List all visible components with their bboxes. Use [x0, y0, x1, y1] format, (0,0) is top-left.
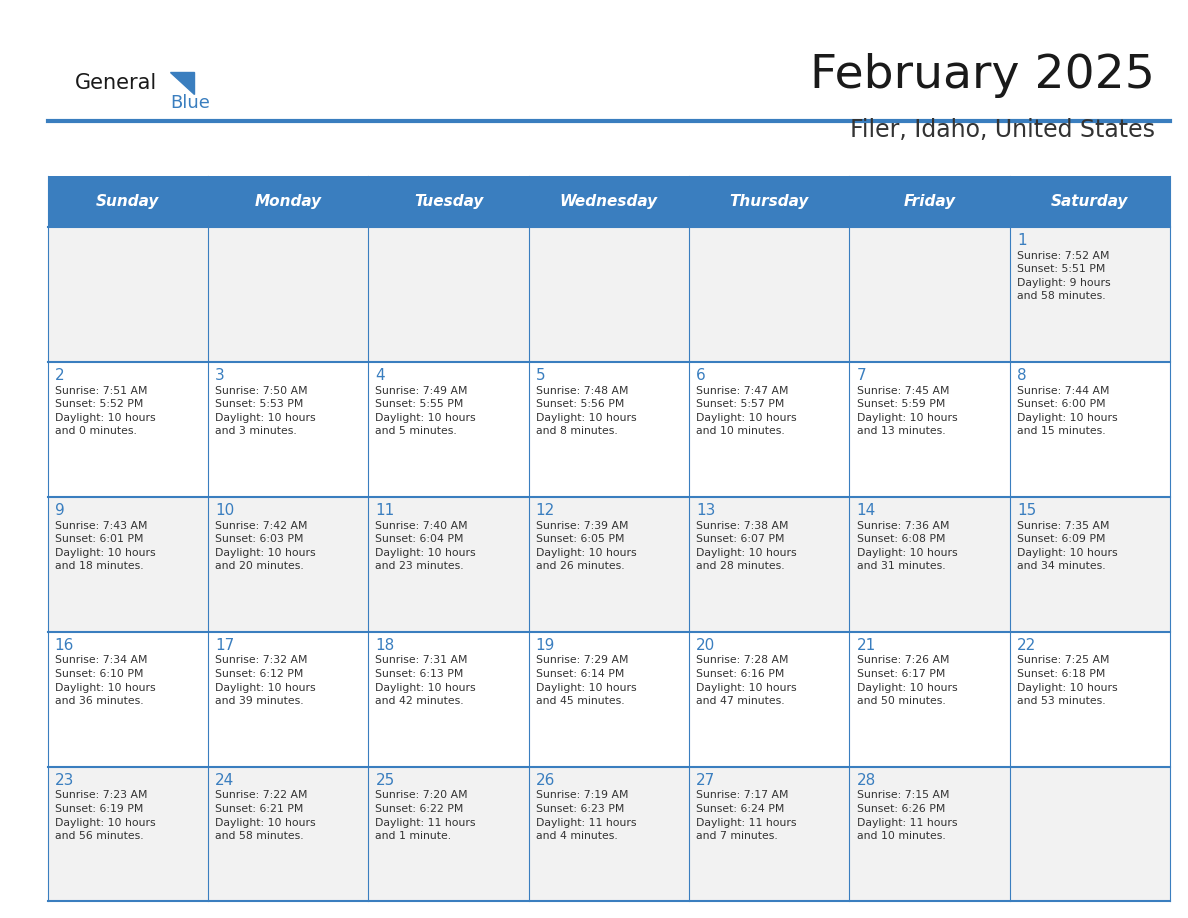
Text: 4: 4	[375, 368, 385, 383]
Text: Blue: Blue	[170, 94, 210, 112]
Text: 16: 16	[55, 638, 74, 653]
Text: 26: 26	[536, 773, 555, 788]
Text: Sunrise: 7:43 AM
Sunset: 6:01 PM
Daylight: 10 hours
and 18 minutes.: Sunrise: 7:43 AM Sunset: 6:01 PM Dayligh…	[55, 521, 156, 571]
Text: Sunrise: 7:45 AM
Sunset: 5:59 PM
Daylight: 10 hours
and 13 minutes.: Sunrise: 7:45 AM Sunset: 5:59 PM Dayligh…	[857, 386, 958, 436]
Text: 28: 28	[857, 773, 876, 788]
Text: 18: 18	[375, 638, 394, 653]
Text: 13: 13	[696, 503, 715, 518]
Text: 27: 27	[696, 773, 715, 788]
Text: Wednesday: Wednesday	[560, 194, 658, 209]
Text: 1: 1	[1017, 233, 1026, 248]
Bar	[48, 227, 1170, 362]
Text: Thursday: Thursday	[729, 194, 809, 209]
Text: Sunrise: 7:22 AM
Sunset: 6:21 PM
Daylight: 10 hours
and 58 minutes.: Sunrise: 7:22 AM Sunset: 6:21 PM Dayligh…	[215, 790, 316, 841]
Text: Tuesday: Tuesday	[413, 194, 484, 209]
Text: February 2025: February 2025	[810, 52, 1155, 98]
Text: Sunday: Sunday	[96, 194, 159, 209]
Text: 6: 6	[696, 368, 706, 383]
Text: 8: 8	[1017, 368, 1026, 383]
Text: Sunrise: 7:25 AM
Sunset: 6:18 PM
Daylight: 10 hours
and 53 minutes.: Sunrise: 7:25 AM Sunset: 6:18 PM Dayligh…	[1017, 655, 1118, 706]
Text: 25: 25	[375, 773, 394, 788]
Text: Sunrise: 7:29 AM
Sunset: 6:14 PM
Daylight: 10 hours
and 45 minutes.: Sunrise: 7:29 AM Sunset: 6:14 PM Dayligh…	[536, 655, 637, 706]
Text: General: General	[75, 73, 157, 93]
Bar	[368, 176, 529, 227]
Text: Sunrise: 7:32 AM
Sunset: 6:12 PM
Daylight: 10 hours
and 39 minutes.: Sunrise: 7:32 AM Sunset: 6:12 PM Dayligh…	[215, 655, 316, 706]
Bar	[529, 176, 689, 227]
Bar	[48, 632, 1170, 767]
Text: Sunrise: 7:19 AM
Sunset: 6:23 PM
Daylight: 11 hours
and 4 minutes.: Sunrise: 7:19 AM Sunset: 6:23 PM Dayligh…	[536, 790, 637, 841]
Text: Sunrise: 7:44 AM
Sunset: 6:00 PM
Daylight: 10 hours
and 15 minutes.: Sunrise: 7:44 AM Sunset: 6:00 PM Dayligh…	[1017, 386, 1118, 436]
Text: 22: 22	[1017, 638, 1036, 653]
Text: Sunrise: 7:40 AM
Sunset: 6:04 PM
Daylight: 10 hours
and 23 minutes.: Sunrise: 7:40 AM Sunset: 6:04 PM Dayligh…	[375, 521, 476, 571]
Text: 9: 9	[55, 503, 64, 518]
Text: Sunrise: 7:36 AM
Sunset: 6:08 PM
Daylight: 10 hours
and 31 minutes.: Sunrise: 7:36 AM Sunset: 6:08 PM Dayligh…	[857, 521, 958, 571]
Text: Sunrise: 7:17 AM
Sunset: 6:24 PM
Daylight: 11 hours
and 7 minutes.: Sunrise: 7:17 AM Sunset: 6:24 PM Dayligh…	[696, 790, 797, 841]
Text: 12: 12	[536, 503, 555, 518]
Text: Saturday: Saturday	[1051, 194, 1129, 209]
Text: 2: 2	[55, 368, 64, 383]
Text: 23: 23	[55, 773, 74, 788]
Bar	[1010, 176, 1170, 227]
Text: Friday: Friday	[904, 194, 955, 209]
Text: Sunrise: 7:48 AM
Sunset: 5:56 PM
Daylight: 10 hours
and 8 minutes.: Sunrise: 7:48 AM Sunset: 5:56 PM Dayligh…	[536, 386, 637, 436]
Bar	[689, 176, 849, 227]
Text: 15: 15	[1017, 503, 1036, 518]
Bar	[48, 176, 208, 227]
Text: 24: 24	[215, 773, 234, 788]
Text: 17: 17	[215, 638, 234, 653]
Text: Sunrise: 7:42 AM
Sunset: 6:03 PM
Daylight: 10 hours
and 20 minutes.: Sunrise: 7:42 AM Sunset: 6:03 PM Dayligh…	[215, 521, 316, 571]
Text: Sunrise: 7:23 AM
Sunset: 6:19 PM
Daylight: 10 hours
and 56 minutes.: Sunrise: 7:23 AM Sunset: 6:19 PM Dayligh…	[55, 790, 156, 841]
Text: 11: 11	[375, 503, 394, 518]
Bar	[48, 767, 1170, 901]
Text: 21: 21	[857, 638, 876, 653]
Text: Sunrise: 7:34 AM
Sunset: 6:10 PM
Daylight: 10 hours
and 36 minutes.: Sunrise: 7:34 AM Sunset: 6:10 PM Dayligh…	[55, 655, 156, 706]
Text: Sunrise: 7:28 AM
Sunset: 6:16 PM
Daylight: 10 hours
and 47 minutes.: Sunrise: 7:28 AM Sunset: 6:16 PM Dayligh…	[696, 655, 797, 706]
Text: 3: 3	[215, 368, 225, 383]
Text: 19: 19	[536, 638, 555, 653]
Text: Filer, Idaho, United States: Filer, Idaho, United States	[849, 118, 1155, 142]
Text: 7: 7	[857, 368, 866, 383]
Text: Sunrise: 7:50 AM
Sunset: 5:53 PM
Daylight: 10 hours
and 3 minutes.: Sunrise: 7:50 AM Sunset: 5:53 PM Dayligh…	[215, 386, 316, 436]
Text: Sunrise: 7:52 AM
Sunset: 5:51 PM
Daylight: 9 hours
and 58 minutes.: Sunrise: 7:52 AM Sunset: 5:51 PM Dayligh…	[1017, 251, 1111, 301]
Text: Sunrise: 7:20 AM
Sunset: 6:22 PM
Daylight: 11 hours
and 1 minute.: Sunrise: 7:20 AM Sunset: 6:22 PM Dayligh…	[375, 790, 476, 841]
Bar	[849, 176, 1010, 227]
Text: Sunrise: 7:47 AM
Sunset: 5:57 PM
Daylight: 10 hours
and 10 minutes.: Sunrise: 7:47 AM Sunset: 5:57 PM Dayligh…	[696, 386, 797, 436]
Text: 14: 14	[857, 503, 876, 518]
Bar	[208, 176, 368, 227]
Polygon shape	[170, 72, 194, 94]
Text: Sunrise: 7:31 AM
Sunset: 6:13 PM
Daylight: 10 hours
and 42 minutes.: Sunrise: 7:31 AM Sunset: 6:13 PM Dayligh…	[375, 655, 476, 706]
Text: Sunrise: 7:51 AM
Sunset: 5:52 PM
Daylight: 10 hours
and 0 minutes.: Sunrise: 7:51 AM Sunset: 5:52 PM Dayligh…	[55, 386, 156, 436]
Text: 20: 20	[696, 638, 715, 653]
Text: Sunrise: 7:39 AM
Sunset: 6:05 PM
Daylight: 10 hours
and 26 minutes.: Sunrise: 7:39 AM Sunset: 6:05 PM Dayligh…	[536, 521, 637, 571]
Text: Monday: Monday	[254, 194, 322, 209]
Text: Sunrise: 7:26 AM
Sunset: 6:17 PM
Daylight: 10 hours
and 50 minutes.: Sunrise: 7:26 AM Sunset: 6:17 PM Dayligh…	[857, 655, 958, 706]
Text: Sunrise: 7:38 AM
Sunset: 6:07 PM
Daylight: 10 hours
and 28 minutes.: Sunrise: 7:38 AM Sunset: 6:07 PM Dayligh…	[696, 521, 797, 571]
Text: Sunrise: 7:35 AM
Sunset: 6:09 PM
Daylight: 10 hours
and 34 minutes.: Sunrise: 7:35 AM Sunset: 6:09 PM Dayligh…	[1017, 521, 1118, 571]
Text: Sunrise: 7:15 AM
Sunset: 6:26 PM
Daylight: 11 hours
and 10 minutes.: Sunrise: 7:15 AM Sunset: 6:26 PM Dayligh…	[857, 790, 958, 841]
Bar	[48, 497, 1170, 632]
Text: Sunrise: 7:49 AM
Sunset: 5:55 PM
Daylight: 10 hours
and 5 minutes.: Sunrise: 7:49 AM Sunset: 5:55 PM Dayligh…	[375, 386, 476, 436]
Text: 5: 5	[536, 368, 545, 383]
Bar	[48, 362, 1170, 497]
Text: 10: 10	[215, 503, 234, 518]
